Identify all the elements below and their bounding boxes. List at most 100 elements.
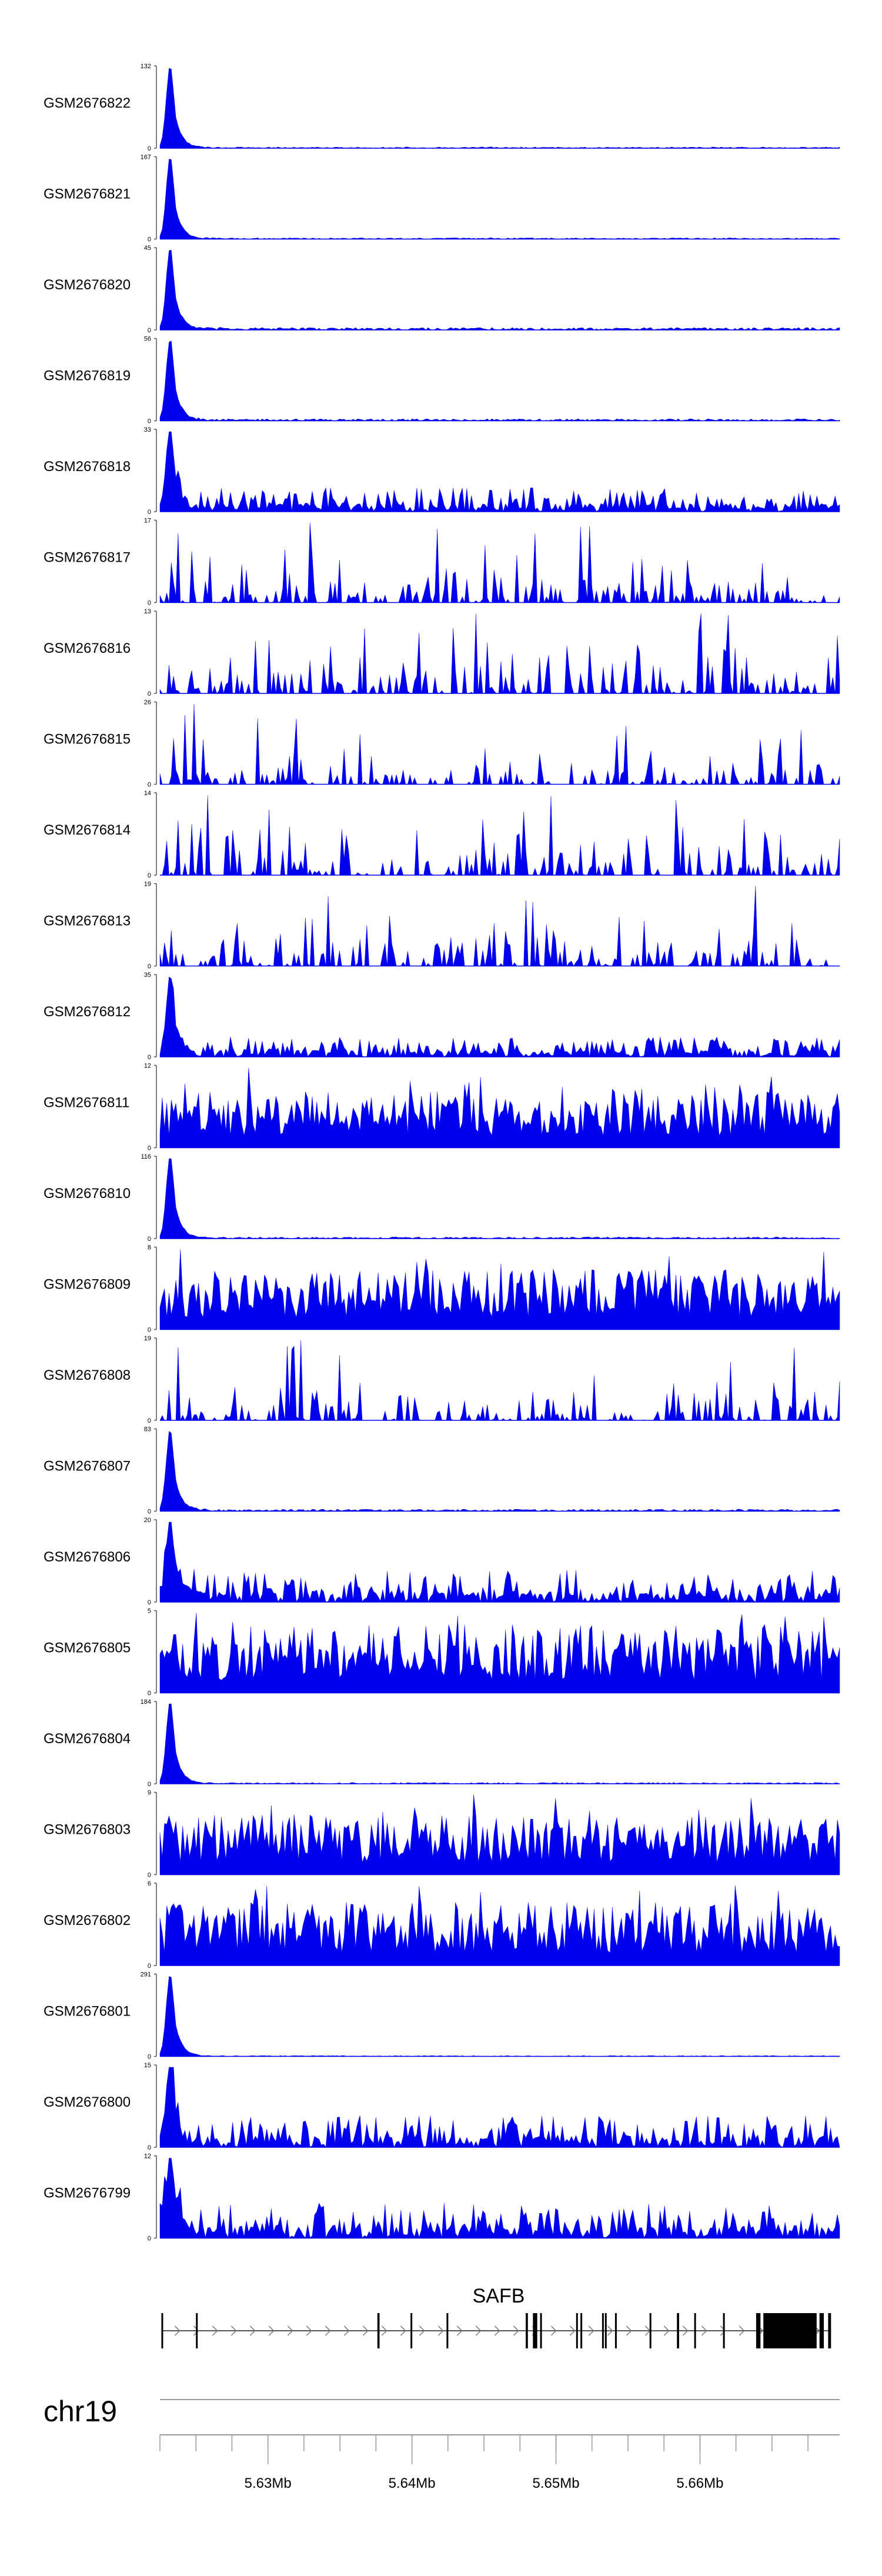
y-min-label: 0 [148,509,151,516]
y-max-label: 33 [144,426,151,433]
coverage-area [159,886,840,967]
coverage-area [159,431,840,512]
y-min-label: 0 [148,145,151,152]
y-min-label: 0 [148,1690,151,1697]
gene-exon [196,2313,198,2348]
strand-arrow [701,2325,707,2336]
y-min-label: 0 [148,1145,151,1152]
y-max-label: 132 [141,63,151,70]
track-label: GSM2676810 [44,1186,131,1202]
track-GSM2676803: GSM2676803 9 0 [44,1790,840,1879]
axis-tick-label: 5.63Mb [245,2475,292,2491]
coverage-area [159,613,840,694]
y-min-label: 0 [148,872,151,879]
gene-exon [694,2313,696,2348]
y-max-label: 13 [144,608,151,615]
track-GSM2676804: GSM2676804 184 0 [44,1699,840,1788]
strand-arrow [739,2325,745,2336]
track-GSM2676812: GSM2676812 35 0 [44,972,840,1061]
track-label: GSM2676805 [44,1640,131,1656]
track-label: GSM2676811 [44,1095,129,1111]
y-max-label: 19 [144,1335,151,1342]
y-max-label: 167 [141,154,151,161]
track-label: GSM2676806 [44,1549,131,1565]
track-label: GSM2676804 [44,1731,131,1747]
gene-exon [410,2313,413,2348]
gene-exon [819,2313,824,2348]
y-max-label: 83 [144,1426,151,1433]
coverage-area [159,1794,840,1875]
coverage-area [159,1613,840,1693]
track-label: GSM2676816 [44,640,131,656]
y-max-label: 12 [144,2153,151,2160]
gene-exon [446,2313,449,2348]
gene-exon [614,2313,617,2348]
chromosome-label: chr19 [44,2395,117,2428]
track-label: GSM2676800 [44,2094,131,2110]
gene-exon [576,2313,578,2348]
track-GSM2676809: GSM2676809 8 0 [44,1244,840,1334]
track-label: GSM2676803 [44,1822,131,1838]
strand-arrow [437,2325,444,2336]
axis-tick-label: 5.66Mb [676,2475,723,2491]
track-GSM2676815: GSM2676815 26 0 [44,699,840,789]
strand-arrow [419,2325,425,2336]
track-label: GSM2676819 [44,368,131,384]
track-label: GSM2676820 [44,277,131,293]
track-label: GSM2676802 [44,1913,131,1928]
track-GSM2676821: GSM2676821 167 0 [44,154,840,243]
track-GSM2676807: GSM2676807 83 0 [44,1426,840,1516]
strand-arrow [343,2325,350,2336]
gene-exon [526,2313,528,2348]
strand-arrow [230,2325,237,2336]
coverage-area [159,1067,840,1148]
strand-arrow [588,2325,594,2336]
track-GSM2676802: GSM2676802 6 0 [44,1880,840,1970]
coverage-area [159,1703,840,1784]
gene-exon [828,2313,831,2348]
genome-axis-track: chr19 5.63Mb 5.64Mb 5.65Mb 5.66Mb [44,2395,840,2491]
axis-tick-label: 5.65Mb [532,2475,579,2491]
track-GSM2676800: GSM2676800 15 0 [44,2062,840,2151]
coverage-area [159,1885,840,1966]
y-min-label: 0 [148,1236,151,1243]
y-min-label: 0 [148,236,151,243]
strand-arrow [325,2325,331,2336]
track-GSM2676820: GSM2676820 45 0 [44,245,840,334]
gene-exon [602,2313,604,2348]
gene-name: SAFB [473,2285,525,2307]
y-min-label: 0 [148,2144,151,2151]
coverage-area [159,522,840,603]
gene-exon [161,2313,163,2348]
track-GSM2676817: GSM2676817 17 0 [44,518,840,607]
y-max-label: 14 [144,790,151,797]
strand-arrow [494,2325,500,2336]
track-label: GSM2676822 [44,95,131,111]
y-min-label: 0 [148,1509,151,1516]
track-GSM2676806: GSM2676806 20 0 [44,1517,840,1606]
coverage-tracks: GSM26768221320GSM26768211670GSM267682045… [44,63,840,2243]
track-GSM2676805: GSM2676805 5 0 [44,1608,840,1697]
gene-exon [604,2313,607,2348]
track-GSM2676818: GSM2676818 33 0 [44,426,840,516]
y-max-label: 35 [144,972,151,979]
strand-arrow [720,2325,726,2336]
track-GSM2676814: GSM2676814 14 0 [44,790,840,879]
strand-arrow [569,2325,576,2336]
gene-exon [723,2313,725,2348]
strand-arrow [550,2325,557,2336]
strand-arrow [663,2325,670,2336]
gene-exon [533,2313,537,2348]
strand-arrow [287,2325,293,2336]
track-GSM2676810: GSM2676810 116 0 [44,1153,840,1243]
y-max-label: 6 [148,1880,151,1887]
strand-arrow [212,2325,218,2336]
coverage-area [159,1340,840,1421]
coverage-area [159,2158,840,2238]
y-max-label: 116 [141,1153,151,1160]
track-GSM2676799: GSM2676799 12 0 [44,2153,840,2243]
track-label: GSM2676808 [44,1367,131,1383]
strand-arrow [268,2325,275,2336]
strand-arrow [513,2325,519,2336]
